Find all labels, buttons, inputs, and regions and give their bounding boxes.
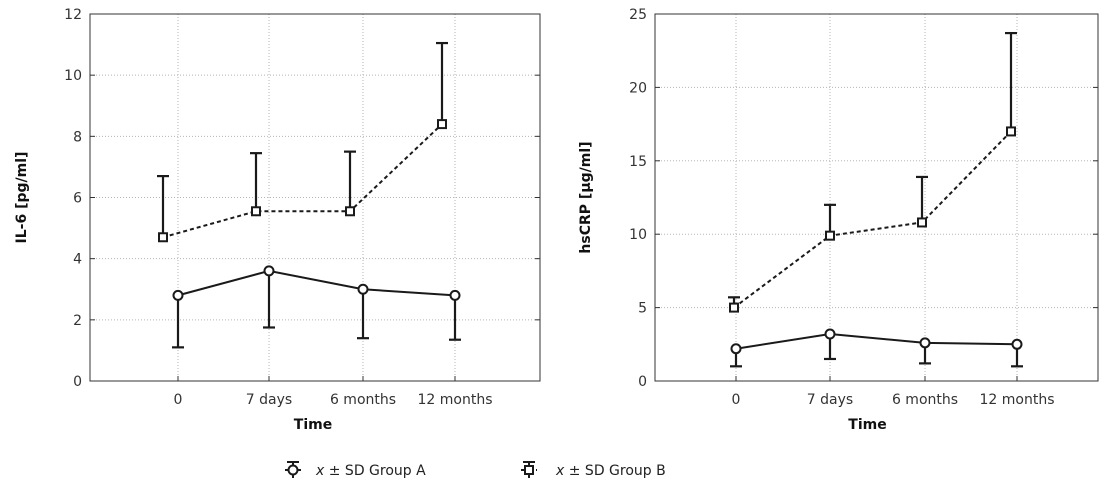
legend-marker-group-a	[285, 461, 301, 478]
data-point	[730, 343, 742, 355]
legend-label-group-b: x ± SD Group B	[555, 463, 666, 479]
x-tick-label: 7 days	[246, 392, 292, 408]
legend-item-group-b: x ± SD Group B	[521, 461, 666, 479]
y-tick-label: 12	[64, 7, 82, 23]
x-tick-label: 6 months	[330, 392, 396, 408]
series-group-b	[728, 31, 1017, 313]
series-group-a	[730, 328, 1023, 368]
y-tick-label: 0	[73, 374, 82, 390]
y-tick-label: 10	[64, 68, 82, 84]
y-tick-label: 15	[629, 154, 647, 170]
series-group-b	[157, 41, 448, 243]
legend-marker-group-b	[521, 461, 537, 478]
data-point	[263, 265, 275, 277]
legend-label-group-a: x ± SD Group A	[315, 463, 426, 479]
y-axis-title: IL-6 [pg/ml]	[14, 152, 30, 244]
legend-label-group-a-text: ± SD Group A	[324, 463, 426, 479]
data-point	[919, 337, 931, 349]
x-tick-label: 0	[174, 392, 183, 408]
data-point	[824, 328, 836, 340]
y-axis-title: hsCRP [µg/ml]	[578, 141, 594, 253]
data-point	[357, 283, 369, 295]
x-tick-label: 0	[732, 392, 741, 408]
x-tick-label: 7 days	[807, 392, 853, 408]
legend-item-group-a: x ± SD Group A	[285, 461, 426, 479]
y-tick-label: 10	[629, 227, 647, 243]
series-line	[162, 123, 443, 239]
legend: x ± SD Group A x ± SD Group B	[285, 461, 666, 479]
y-tick-label: 0	[638, 374, 647, 390]
grid	[90, 14, 540, 381]
series-line	[177, 269, 456, 297]
y-tick-label: 4	[73, 252, 82, 268]
x-tick-label: 6 months	[892, 392, 958, 408]
y-tick-label: 2	[73, 313, 82, 329]
hscrp-chart: 0 5 10 15 20 25 0 7 days 6 months 12 months Time hs…	[578, 7, 1099, 433]
data-point	[449, 289, 461, 301]
legend-label-group-b-italic: x	[555, 463, 565, 479]
y-tick-label: 8	[73, 129, 82, 145]
y-tick-label: 6	[73, 191, 82, 207]
series-line	[733, 130, 1012, 309]
data-point	[729, 302, 739, 313]
legend-label-group-a-italic: x	[315, 463, 325, 479]
data-point	[1006, 126, 1016, 137]
data-point	[825, 230, 835, 241]
il6-chart: 0 2 4 6 8 10 12 0 7 days 6 months 12 months Time IL-…	[14, 7, 541, 433]
x-tick-label: 12 months	[980, 392, 1055, 408]
series-group-a	[172, 265, 461, 349]
data-point	[917, 217, 927, 228]
y-tick-label: 25	[629, 7, 647, 23]
data-point	[1011, 338, 1023, 350]
legend-label-group-b-text: ± SD Group B	[564, 463, 665, 479]
data-point	[437, 119, 447, 130]
data-point	[251, 206, 261, 217]
series-line	[735, 333, 1018, 350]
data-point	[158, 232, 168, 243]
x-axis-title: Time	[848, 417, 886, 433]
data-point	[172, 289, 184, 301]
grid	[655, 14, 1098, 381]
data-point	[345, 206, 355, 217]
x-tick-label: 12 months	[418, 392, 493, 408]
y-tick-label: 20	[629, 80, 647, 96]
x-axis-title: Time	[294, 417, 332, 433]
plot-frame	[654, 13, 1099, 382]
y-tick-label: 5	[638, 301, 647, 317]
